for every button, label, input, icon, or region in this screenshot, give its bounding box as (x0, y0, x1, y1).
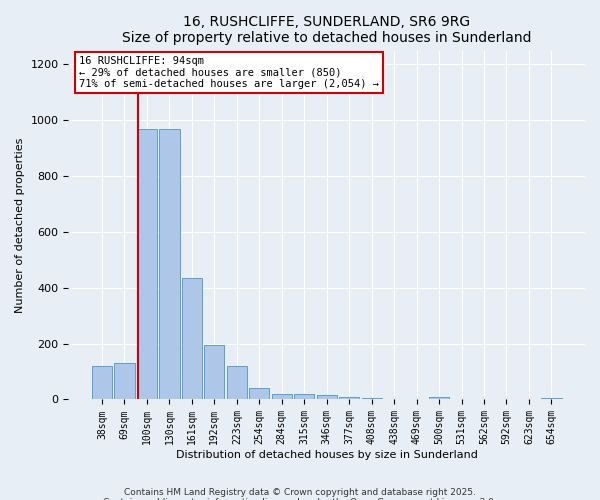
Bar (339, 396, 359, 400)
Bar (362, 398, 382, 400)
Bar (227, 366, 247, 400)
Bar (429, 396, 449, 400)
Bar (317, 396, 337, 400)
Bar (294, 394, 314, 400)
Text: 16 RUSHCLIFFE: 94sqm
← 29% of detached houses are smaller (850)
71% of semi-deta: 16 RUSHCLIFFE: 94sqm ← 29% of detached h… (79, 56, 379, 89)
Bar (115, 363, 134, 400)
Bar (541, 398, 562, 400)
X-axis label: Distribution of detached houses by size in Sunderland: Distribution of detached houses by size … (176, 450, 478, 460)
Bar (204, 345, 224, 400)
Y-axis label: Number of detached properties: Number of detached properties (15, 138, 25, 312)
Bar (272, 394, 292, 400)
Title: 16, RUSHCLIFFE, SUNDERLAND, SR6 9RG
Size of property relative to detached houses: 16, RUSHCLIFFE, SUNDERLAND, SR6 9RG Size… (122, 15, 532, 45)
Bar (159, 128, 179, 400)
Bar (137, 128, 157, 400)
Bar (92, 366, 112, 400)
Text: Contains public sector information licensed under the Open Government Licence v3: Contains public sector information licen… (103, 498, 497, 500)
Bar (249, 388, 269, 400)
Bar (182, 278, 202, 400)
Text: Contains HM Land Registry data © Crown copyright and database right 2025.: Contains HM Land Registry data © Crown c… (124, 488, 476, 497)
